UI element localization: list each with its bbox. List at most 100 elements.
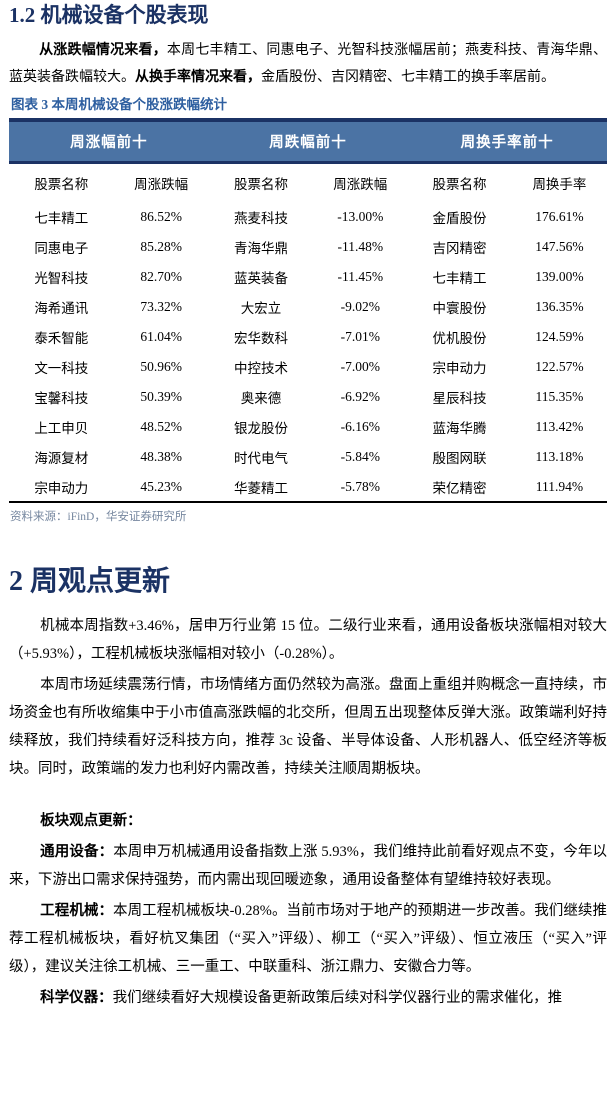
stock-name-cell: 青海华鼎 [234, 241, 289, 256]
value-cell: -13.00% [337, 209, 384, 224]
stock-name-cell: 文一科技 [34, 361, 89, 376]
value-cell: 147.56% [535, 239, 584, 254]
subhead-sector-views: 板块观点更新： [9, 807, 607, 835]
text-index-summary: 机械本周指数+3.46%，居申万行业第 15 位。二级行业来看，通用设备板块涨幅… [9, 618, 607, 662]
bold-sector-views: 板块观点更新： [40, 813, 142, 829]
value-cell: 111.94% [535, 478, 584, 494]
table-row: 光智科技 82.70% 蓝英装备 -11.45% 七丰精工 139.00% [9, 262, 607, 292]
table-row: 文一科技 50.96% 中控技术 -7.00% 宗申动力 122.57% [9, 352, 607, 382]
table-row: 泰禾智能 61.04% 宏华数科 -7.01% 优机股份 124.59% [9, 322, 607, 352]
value-cell: -7.00% [340, 359, 380, 374]
group-header-top-losers: 周跌幅前十 [208, 120, 408, 164]
value-cell: -9.02% [340, 299, 380, 314]
text-turnover: 金盾股份、吉冈精密、七丰精工的换手率居前。 [261, 70, 555, 85]
col-header-stock-name-1: 股票名称 [34, 176, 89, 192]
text-construction-machinery: 本周工程机械板块-0.28%。当前市场对于地产的预期进一步改善。我们继续推荐工程… [9, 903, 608, 975]
stock-name-cell: 荣亿精密 [432, 480, 487, 496]
col-header-weekly-change-1: 周涨跌幅 [134, 176, 189, 192]
stock-name-cell: 殷图网联 [432, 451, 487, 466]
stock-name-cell: 奥来德 [240, 391, 282, 406]
stock-name-cell: 星辰科技 [432, 391, 487, 406]
value-cell: -5.78% [340, 478, 380, 494]
section-1-2-paragraph: 从涨跌幅情况来看，本周七丰精工、同惠电子、光智科技涨幅居前；燕麦科技、青海华鼎、… [9, 37, 607, 91]
section-2-heading: 2 周观点更新 [9, 566, 171, 597]
bold-lead-turnover: 从换手率情况来看， [135, 70, 261, 85]
stock-name-cell: 海希通讯 [34, 301, 89, 316]
value-cell: 48.52% [140, 419, 182, 434]
data-source-note: 资料来源：iFinD，华安证券研究所 [10, 511, 187, 523]
stock-name-cell: 七丰精工 [432, 271, 487, 286]
value-cell: 113.18% [535, 449, 584, 464]
stock-name-cell: 宏华数科 [234, 331, 289, 346]
section-1-2-heading: 1.2 机械设备个股表现 [9, 3, 209, 27]
table-row: 同惠电子 85.28% 青海华鼎 -11.48% 吉冈精密 147.56% [9, 232, 607, 262]
value-cell: -11.48% [337, 239, 384, 254]
group-header-top-gainers: 周涨幅前十 [9, 120, 209, 164]
value-cell: 73.32% [140, 299, 182, 314]
para-index-summary: 机械本周指数+3.46%，居申万行业第 15 位。二级行业来看，通用设备板块涨幅… [9, 612, 607, 668]
value-cell: -5.84% [340, 449, 380, 464]
bold-lead-construction-machinery: 工程机械： [40, 903, 114, 919]
stock-name-cell: 上工申贝 [34, 421, 89, 436]
stock-name-cell: 中寰股份 [432, 301, 487, 316]
value-cell: 50.96% [140, 359, 182, 374]
col-header-weekly-change-2: 周涨跌幅 [333, 176, 388, 192]
col-header-weekly-turnover: 周换手率 [532, 176, 587, 192]
stock-name-cell: 时代电气 [234, 451, 289, 466]
text-price-change: 本周七丰精工、同惠电子、光智科技涨幅居前；燕麦科技、青海华鼎、蓝英装备跌幅较大。 [9, 43, 608, 85]
stock-name-cell: 光智科技 [34, 271, 89, 286]
para-scientific-instruments: 科学仪器：我们继续看好大规模设备更新政策后续对科学仪器行业的需求催化，推 [9, 984, 607, 1012]
value-cell: 113.42% [535, 419, 584, 434]
stock-name-cell: 蓝海华腾 [432, 421, 487, 436]
value-cell: 122.57% [535, 359, 584, 374]
stock-name-cell: 泰禾智能 [34, 331, 89, 346]
stock-name-cell: 中控技术 [234, 361, 289, 376]
stock-performance-table: 周涨幅前十 周跌幅前十 周换手率前十 股票名称 周涨跌幅 股票名称 周涨跌幅 股… [9, 118, 607, 503]
table-group-header-row: 周涨幅前十 周跌幅前十 周换手率前十 [9, 120, 607, 164]
para-general-equipment: 通用设备：本周申万机械通用设备指数上涨 5.93%，我们维持此前看好观点不变，今… [9, 838, 607, 894]
stock-name-cell: 蓝英装备 [234, 271, 289, 286]
table-row: 上工申贝 48.52% 银龙股份 -6.16% 蓝海华腾 113.42% [9, 412, 607, 442]
stock-name-cell: 大宏立 [240, 301, 282, 316]
table-row: 宝馨科技 50.39% 奥来德 -6.92% 星辰科技 115.35% [9, 382, 607, 412]
stock-name-cell: 宝馨科技 [34, 391, 89, 406]
stock-name-cell: 燕麦科技 [234, 211, 289, 226]
col-header-stock-name-2: 股票名称 [234, 176, 289, 192]
value-cell: 136.35% [535, 299, 584, 314]
value-cell: 115.35% [535, 389, 584, 404]
stock-name-cell: 同惠电子 [34, 241, 89, 256]
figure-3-caption: 图表 3 本周机械设备个股涨跌幅统计 [11, 97, 227, 112]
group-header-top-turnover: 周换手率前十 [407, 120, 607, 164]
bold-lead-price-change: 从涨跌幅情况来看， [39, 43, 167, 58]
stock-name-cell: 优机股份 [432, 331, 487, 346]
para-market-review: 本周市场延续震荡行情，市场情绪方面仍然较为高涨。盘面上重组并购概念一直持续，市场… [9, 671, 607, 783]
table-column-header-row: 股票名称 周涨跌幅 股票名称 周涨跌幅 股票名称 周换手率 [9, 162, 607, 202]
value-cell: 124.59% [535, 329, 584, 344]
para-construction-machinery: 工程机械：本周工程机械板块-0.28%。当前市场对于地产的预期进一步改善。我们继… [9, 897, 607, 981]
value-cell: 86.52% [140, 209, 182, 224]
text-market-review: 本周市场延续震荡行情，市场情绪方面仍然较为高涨。盘面上重组并购概念一直持续，市场… [9, 677, 607, 777]
value-cell: 45.23% [140, 478, 182, 494]
stock-name-cell: 吉冈精密 [432, 241, 487, 256]
stock-table-body: 七丰精工 86.52% 燕麦科技 -13.00% 金盾股份 176.61% 同惠电子 85.2… [9, 202, 607, 502]
value-cell: 85.28% [140, 239, 182, 254]
value-cell: 176.61% [535, 209, 584, 224]
stock-name-cell: 宗申动力 [432, 361, 487, 376]
bold-lead-general-equipment: 通用设备： [40, 844, 114, 860]
value-cell: 82.70% [140, 269, 182, 284]
stock-name-cell: 金盾股份 [432, 211, 487, 226]
stock-name-cell: 华菱精工 [234, 480, 289, 496]
stock-name-cell: 银龙股份 [234, 421, 289, 436]
table-row: 宗申动力 45.23% 华菱精工 -5.78% 荣亿精密 111.94% [9, 472, 607, 502]
value-cell: 139.00% [535, 269, 584, 284]
bold-lead-scientific-instruments: 科学仪器： [40, 990, 113, 1006]
value-cell: -6.16% [340, 419, 380, 434]
stock-name-cell: 海源复材 [34, 451, 89, 466]
text-scientific-instruments: 我们继续看好大规模设备更新政策后续对科学仪器行业的需求催化，推 [112, 990, 563, 1006]
value-cell: -11.45% [337, 269, 384, 284]
stock-name-cell: 宗申动力 [34, 480, 89, 496]
value-cell: -6.92% [340, 389, 380, 404]
value-cell: 50.39% [140, 389, 182, 404]
table-row: 海希通讯 73.32% 大宏立 -9.02% 中寰股份 136.35% [9, 292, 607, 322]
